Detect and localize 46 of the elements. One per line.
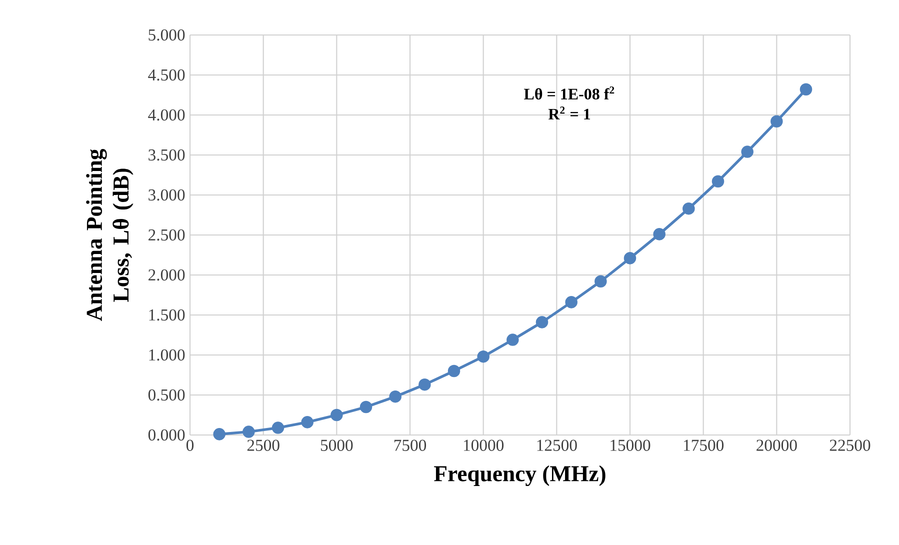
point bbox=[770, 115, 783, 128]
y-tick-label: 0.500 bbox=[148, 389, 185, 401]
y-tick-label: 2.000 bbox=[148, 269, 185, 281]
point bbox=[448, 364, 460, 378]
y-axis-title: Antenna Pointing Loss, Lθ (dB) bbox=[86, 148, 134, 322]
y-tick-label: 2.500 bbox=[148, 229, 185, 241]
annotation: Lθ = 1E-08 f$^{2}$ bbox=[524, 86, 614, 100]
point bbox=[301, 416, 314, 428]
y-tick-label: 4.000 bbox=[148, 109, 185, 121]
x-tick-label: 7500 bbox=[394, 440, 426, 451]
y-tick-label: 3.500 bbox=[148, 149, 185, 161]
y-tick-label: 0.000 bbox=[148, 429, 185, 441]
point bbox=[389, 390, 402, 403]
point bbox=[272, 422, 284, 434]
point bbox=[477, 350, 490, 363]
y-tick-label: 3.000 bbox=[148, 189, 185, 201]
x-tick-label: 12500 bbox=[537, 440, 577, 451]
y-tick-label: 5.000 bbox=[148, 29, 185, 41]
point bbox=[213, 428, 226, 440]
x-tick-label: 22500 bbox=[830, 440, 870, 451]
x-tick-label: 0 bbox=[186, 440, 194, 451]
point bbox=[536, 316, 548, 328]
point bbox=[418, 378, 431, 391]
point bbox=[682, 202, 695, 215]
point bbox=[360, 400, 372, 414]
point bbox=[741, 146, 754, 158]
x-tick-label: 17500 bbox=[684, 440, 724, 451]
point bbox=[594, 275, 607, 288]
x-tick-label: 15000 bbox=[610, 440, 650, 451]
point bbox=[242, 426, 255, 438]
point bbox=[330, 408, 343, 422]
x-tick-label: 2500 bbox=[247, 440, 280, 451]
x-tick-label: 20000 bbox=[756, 440, 797, 451]
x-axis-title: Frequency (MHz) bbox=[434, 465, 606, 486]
y-tick-label: 4.500 bbox=[148, 69, 185, 81]
point bbox=[624, 252, 636, 264]
y-tick-label: 1.000 bbox=[149, 349, 185, 361]
point bbox=[565, 296, 578, 308]
point bbox=[800, 83, 812, 96]
point bbox=[712, 175, 724, 188]
x-tick-label: 10000 bbox=[464, 440, 504, 451]
x-tick-label: 5000 bbox=[320, 440, 353, 451]
point bbox=[506, 334, 519, 346]
y-tick-label: 1.500 bbox=[149, 309, 185, 321]
annotation: R$^{2}$ = 1 bbox=[548, 106, 590, 120]
point bbox=[653, 228, 666, 240]
